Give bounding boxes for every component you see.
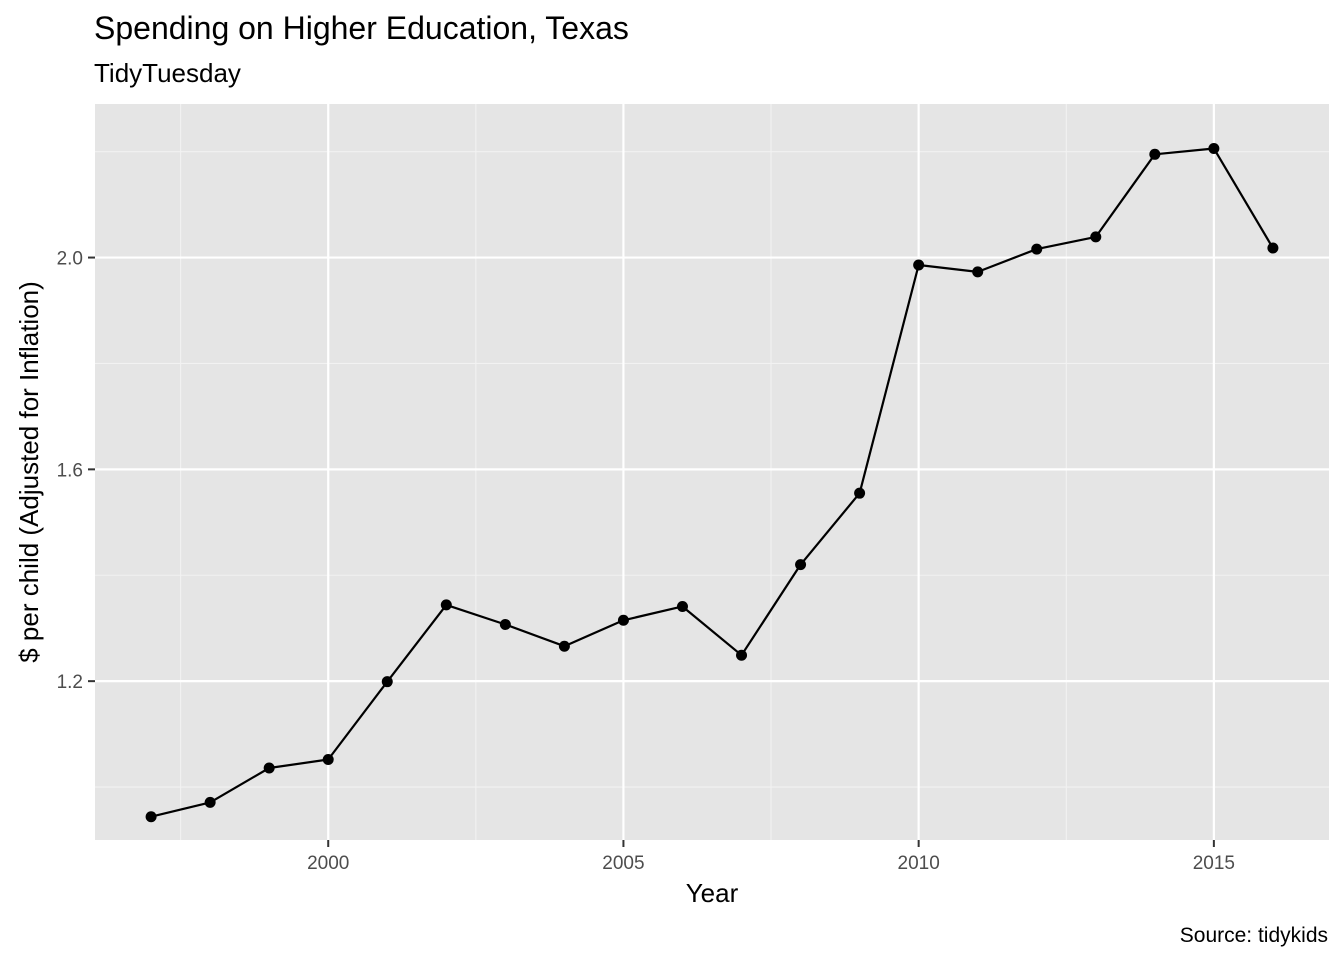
plot-panel xyxy=(95,104,1329,840)
data-point xyxy=(440,599,452,611)
data-point xyxy=(145,811,157,823)
chart-caption: Source: tidykids xyxy=(1180,924,1328,947)
chart-title: Spending on Higher Education, Texas xyxy=(94,10,629,46)
data-point xyxy=(1267,242,1279,254)
data-point xyxy=(381,676,393,688)
data-point xyxy=(204,796,216,808)
data-point xyxy=(854,487,866,499)
data-point xyxy=(913,259,925,271)
data-series xyxy=(145,142,1279,823)
y-tick-label: 1.2 xyxy=(57,672,83,693)
x-tick-label: 2005 xyxy=(602,853,644,874)
x-tick-label: 2015 xyxy=(1193,853,1235,874)
data-point xyxy=(676,600,688,612)
data-point xyxy=(795,559,807,571)
data-point xyxy=(1208,142,1220,154)
data-point xyxy=(558,640,570,652)
series-line xyxy=(150,147,1274,818)
major-gridlines xyxy=(95,104,1329,840)
data-point xyxy=(1031,243,1043,255)
y-tick-label: 1.6 xyxy=(57,460,83,481)
data-point xyxy=(972,266,984,278)
data-point xyxy=(263,762,275,774)
x-tick-label: 2010 xyxy=(898,853,940,874)
minor-gridlines xyxy=(95,104,1329,840)
x-tick-label: 2000 xyxy=(307,853,349,874)
data-point xyxy=(617,614,629,626)
y-axis-title: $ per child (Adjusted for Inflation) xyxy=(14,281,44,663)
data-point xyxy=(1090,231,1102,243)
chart-subtitle: TidyTuesday xyxy=(94,58,241,88)
x-axis-ticks: 2000 2005 2010 2015 xyxy=(307,840,1235,874)
data-point xyxy=(322,754,334,766)
y-axis-ticks: 1.2 1.6 2.0 xyxy=(57,249,95,693)
y-tick-label: 2.0 xyxy=(57,249,83,270)
data-point xyxy=(736,649,748,661)
data-point xyxy=(1149,148,1161,160)
x-axis-title: Year xyxy=(686,878,739,908)
data-point xyxy=(499,618,511,630)
